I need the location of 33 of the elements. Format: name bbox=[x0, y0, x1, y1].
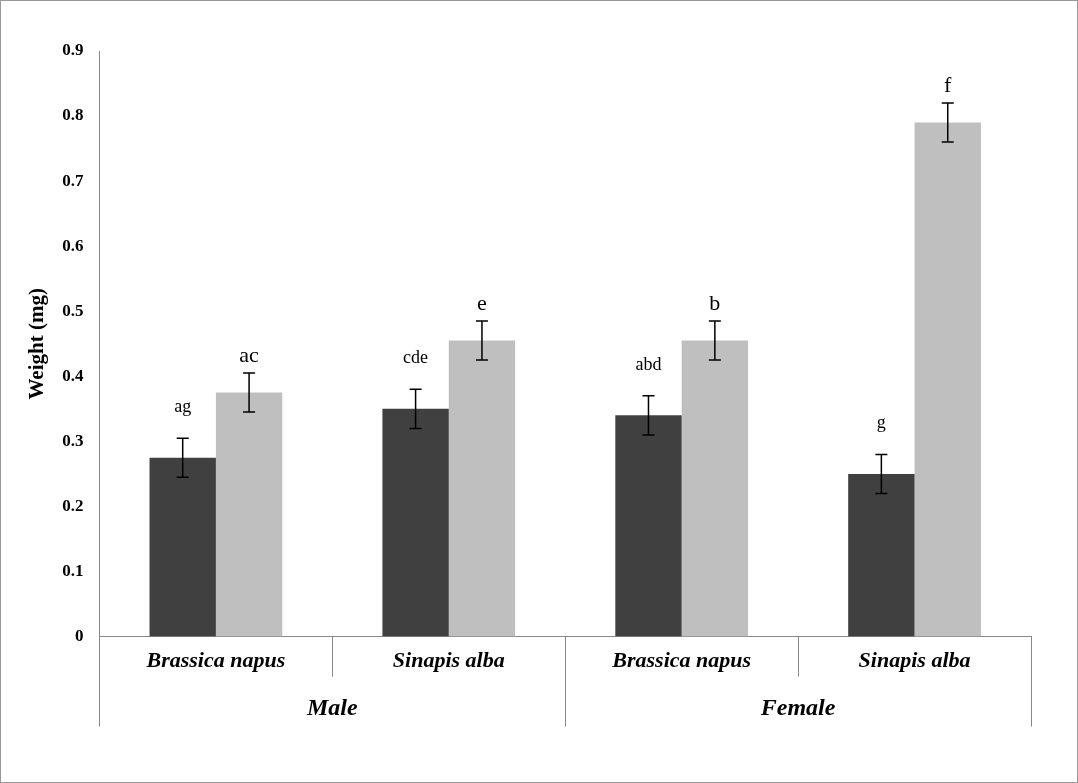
data-label: ac bbox=[239, 341, 260, 367]
x-tick-label: Brassica napus bbox=[145, 647, 286, 673]
data-label: cde bbox=[403, 347, 429, 368]
y-tick-label: 0.2 bbox=[62, 495, 84, 515]
x-tick-label: Brassica napus bbox=[611, 647, 752, 673]
data-label: g bbox=[876, 412, 886, 433]
y-tick-label: 0.5 bbox=[62, 300, 84, 320]
y-tick-label: 0 bbox=[74, 625, 84, 645]
data-label: abd bbox=[635, 353, 662, 374]
y-axis-title: Weight (mg) bbox=[24, 288, 49, 400]
text: Female bbox=[759, 693, 836, 720]
y-tick-label: 0.6 bbox=[62, 235, 84, 255]
y-tick-label: 0.7 bbox=[62, 170, 84, 190]
y-tick-label: 0.1 bbox=[62, 560, 84, 580]
y-tick-label: 0.8 bbox=[62, 105, 84, 125]
y-tick-label: 0.3 bbox=[62, 430, 84, 450]
x-tick-label: Sinapis alba bbox=[858, 647, 971, 673]
bar bbox=[215, 392, 283, 637]
bar bbox=[681, 340, 749, 637]
bar bbox=[914, 122, 981, 637]
data-label: ag bbox=[174, 395, 192, 416]
bar bbox=[382, 408, 449, 637]
y-tick-label: 0.4 bbox=[62, 365, 84, 385]
x-tick-label: Sinapis alba bbox=[392, 647, 505, 673]
data-label: f bbox=[944, 71, 953, 97]
text: Male bbox=[306, 693, 359, 720]
bar bbox=[848, 473, 915, 637]
bar bbox=[448, 340, 516, 637]
bar bbox=[615, 415, 682, 637]
data-label: b bbox=[709, 289, 721, 315]
y-tick-label: 0.9 bbox=[62, 40, 84, 60]
bar bbox=[149, 457, 216, 637]
data-label: e bbox=[477, 289, 487, 315]
